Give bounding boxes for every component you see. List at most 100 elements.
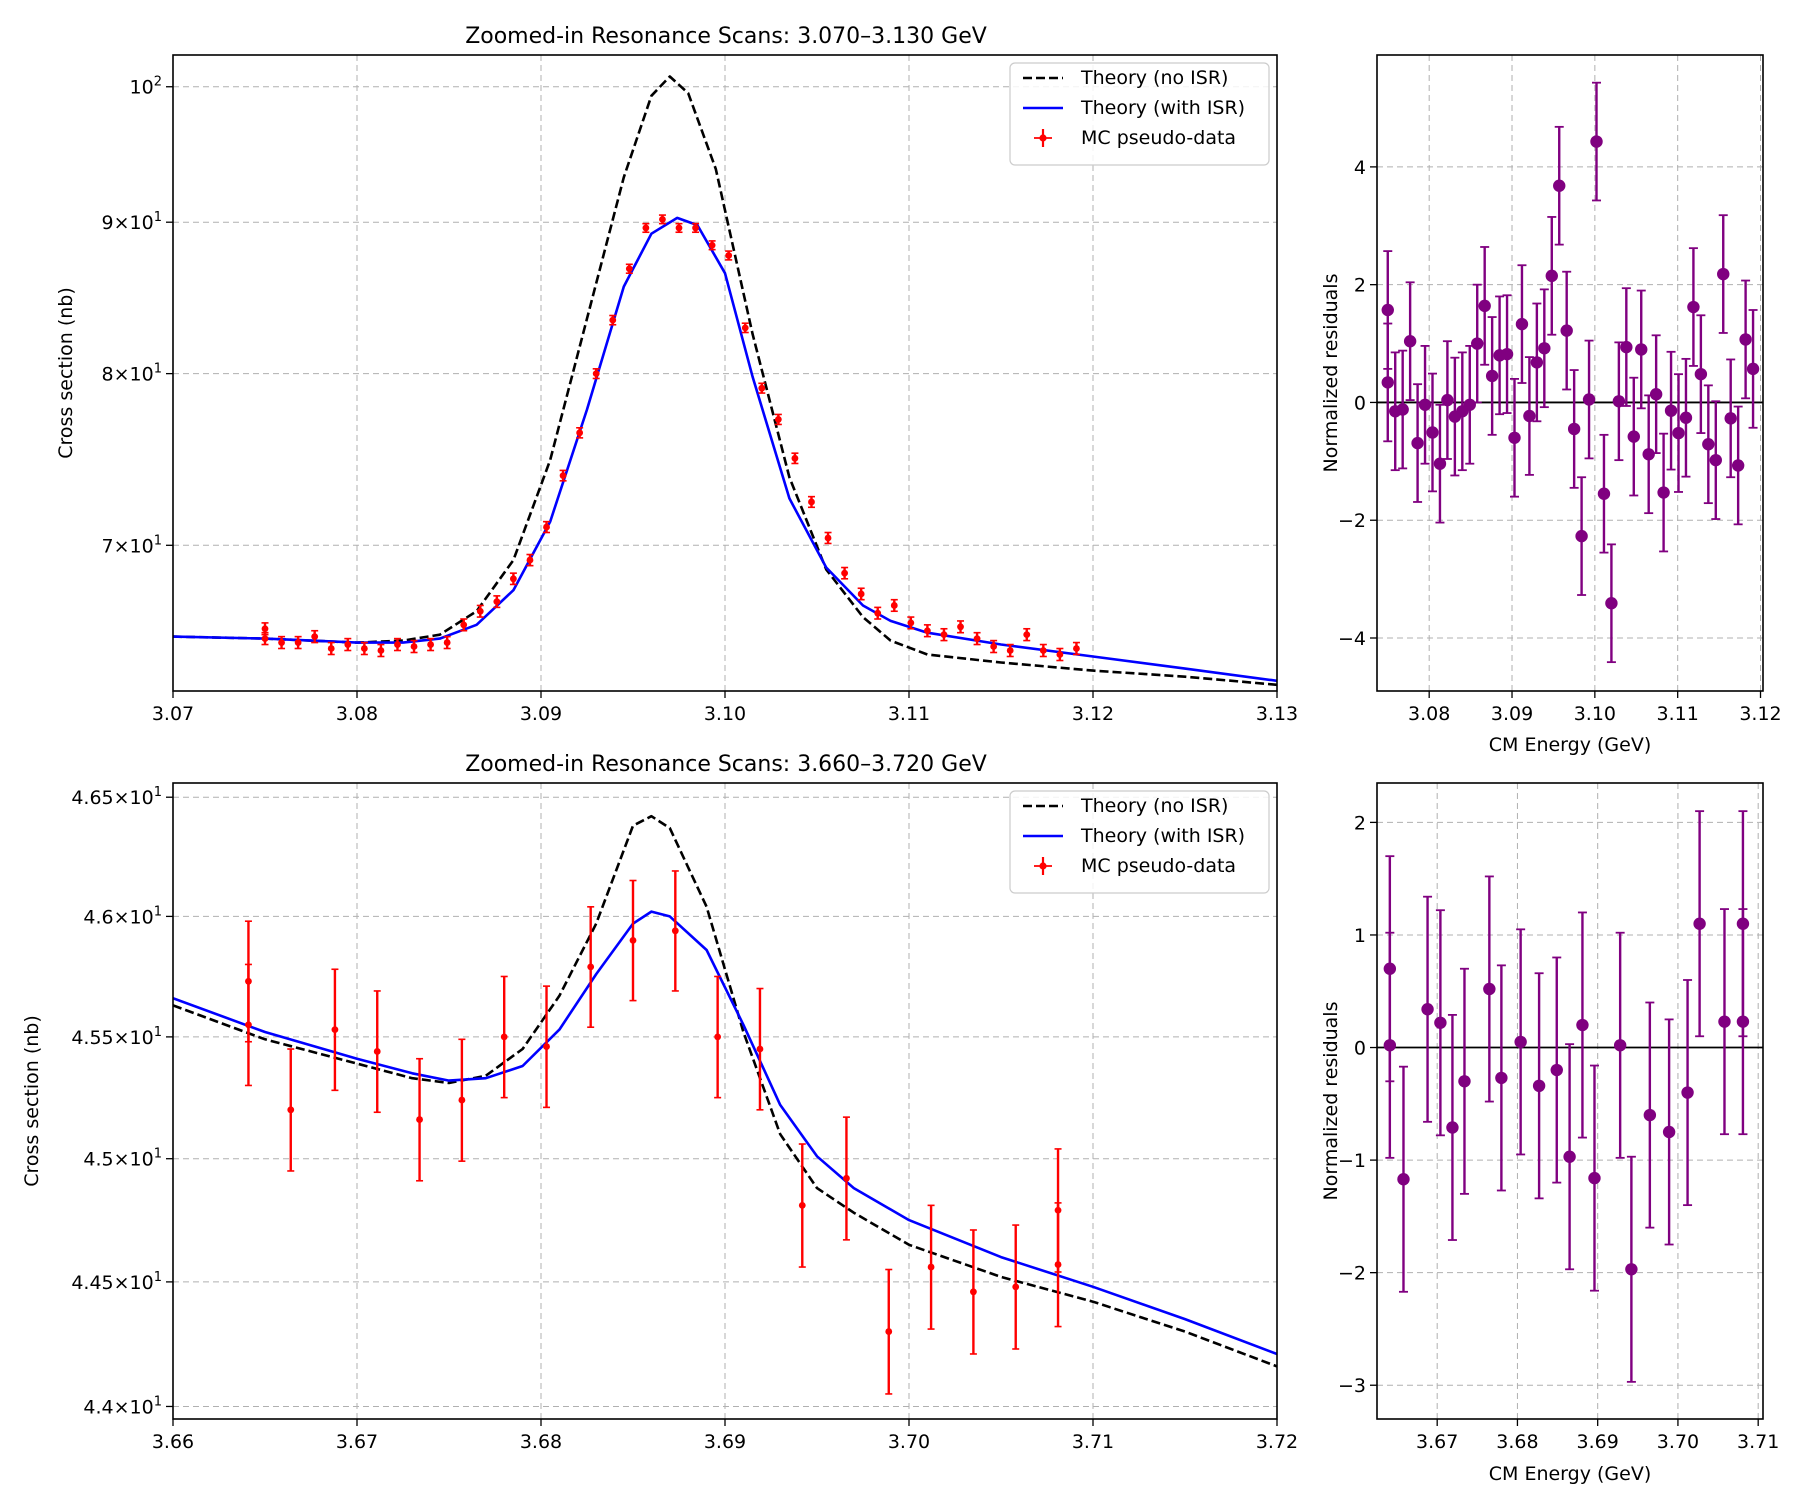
data-point <box>1056 651 1064 658</box>
x-tick-label: 3.71 <box>1737 1431 1779 1453</box>
data-point <box>659 215 666 223</box>
bottom-residuals-plot: 3.67 3.68 3.69 3.70 3.71 2 1 0 −1 −2 −3 CM Energy… <box>1320 782 1779 1485</box>
residual-point <box>1396 403 1409 416</box>
data-point <box>377 647 385 654</box>
data-point <box>261 635 269 642</box>
residual-point <box>1458 1075 1471 1088</box>
x-tick-label: 3.11 <box>1657 703 1699 725</box>
legend-swatch-data-point <box>1039 134 1047 142</box>
data-point <box>808 498 815 506</box>
residual-point <box>1545 269 1558 283</box>
residual-point <box>1576 1018 1589 1032</box>
data-point <box>791 454 799 462</box>
data-point <box>476 607 484 615</box>
residual-point <box>1426 426 1439 439</box>
residual-point <box>1724 412 1737 425</box>
top-residuals-plot: 3.08 3.09 3.10 3.11 3.12 4 2 0 −2 −4 CM Energy (… <box>1320 54 1782 756</box>
residual-point <box>1381 303 1394 317</box>
residual-point <box>1664 404 1678 417</box>
legend-label: Theory (with ISR) <box>1080 97 1245 119</box>
residual-point <box>1485 369 1499 383</box>
data-point <box>798 1201 806 1209</box>
data-point <box>714 1033 722 1041</box>
residual-point <box>1718 1015 1731 1028</box>
residual-point <box>1433 457 1447 470</box>
y-tick-label: −4 <box>1338 628 1366 650</box>
bottom-residuals-x-ticks: 3.67 3.68 3.69 3.70 3.71 <box>1416 1419 1779 1453</box>
residual-point <box>1418 398 1432 411</box>
data-point <box>1054 1261 1062 1268</box>
residual-point <box>1687 300 1700 314</box>
residual-point <box>1478 299 1491 313</box>
residual-point <box>1605 597 1618 610</box>
residual-point <box>1514 1035 1527 1049</box>
y-tick-label: 4.55×101 <box>71 1025 162 1049</box>
data-point <box>278 639 285 646</box>
residual-point <box>1530 356 1544 369</box>
data-point <box>907 619 915 627</box>
data-point <box>841 569 848 577</box>
data-point <box>890 602 898 609</box>
data-point <box>1023 631 1031 639</box>
x-tick-label: 3.13 <box>1256 703 1298 725</box>
x-tick-label: 3.09 <box>1491 703 1533 725</box>
y-tick-label: 4.65×101 <box>71 785 162 809</box>
residual-point <box>1620 340 1633 354</box>
residual-point <box>1731 459 1745 472</box>
residual-point <box>1649 388 1663 401</box>
y-tick-label: 4.4×101 <box>83 1394 162 1418</box>
legend-label: Theory (no ISR) <box>1080 795 1228 817</box>
residual-point <box>1590 135 1603 148</box>
top-residuals-x-axis-label: CM Energy (GeV) <box>1489 734 1652 756</box>
y-tick-label: 1 <box>1354 925 1366 947</box>
top-main-x-ticks: 3.07 3.08 3.09 3.10 3.11 3.12 3.13 <box>152 691 1298 725</box>
x-tick-label: 3.10 <box>1574 703 1616 725</box>
residual-point <box>1642 448 1655 461</box>
data-point <box>990 643 998 650</box>
data-point <box>671 927 679 935</box>
top-plot-title: Zoomed-in Resonance Scans: 3.070–3.130 G… <box>465 24 987 49</box>
data-point <box>360 645 368 652</box>
data-point <box>500 1033 508 1041</box>
data-point <box>327 645 335 652</box>
data-point <box>973 635 981 642</box>
x-tick-label: 3.68 <box>1496 1431 1538 1453</box>
data-point <box>394 641 401 648</box>
residual-point <box>1693 917 1706 930</box>
data-point <box>460 621 468 629</box>
y-tick-label: 4.45×101 <box>71 1270 162 1294</box>
y-tick-label: 4.5×101 <box>83 1147 162 1171</box>
residual-point <box>1515 317 1529 331</box>
residual-point <box>1383 1039 1397 1052</box>
residual-point <box>1597 487 1611 500</box>
residual-point <box>1635 343 1648 356</box>
residual-point <box>1625 1263 1638 1276</box>
residual-point <box>1441 393 1454 407</box>
x-tick-label: 3.11 <box>888 703 930 725</box>
residual-point <box>1538 342 1551 355</box>
data-point <box>629 936 637 944</box>
residual-point <box>1662 1125 1676 1139</box>
data-point <box>559 472 567 479</box>
data-point <box>1006 647 1014 654</box>
data-point <box>642 224 650 232</box>
data-point <box>493 598 501 606</box>
bottom-main-legend: Theory (no ISR) Theory (with ISR) MC pseud… <box>1009 790 1270 894</box>
residual-point <box>1679 411 1693 424</box>
top-main-y-ticks: 102 9×101 8×101 7×101 <box>102 75 173 557</box>
data-point <box>857 590 865 598</box>
residual-point <box>1567 422 1581 436</box>
residual-point <box>1411 436 1424 450</box>
x-tick-label: 3.68 <box>520 1431 562 1453</box>
residual-point <box>1532 1079 1546 1093</box>
residual-point <box>1434 1016 1447 1029</box>
data-point <box>957 623 964 631</box>
top-main-legend: Theory (no ISR) Theory (with ISR) MC pseud… <box>1009 62 1270 166</box>
y-tick-label: 0 <box>1354 1038 1366 1060</box>
residual-point <box>1381 376 1394 389</box>
residual-point <box>1657 486 1670 499</box>
data-point <box>843 1174 850 1182</box>
bottom-main-plotarea <box>173 814 1277 1395</box>
residual-point <box>1612 395 1626 408</box>
residual-point <box>1694 367 1708 381</box>
